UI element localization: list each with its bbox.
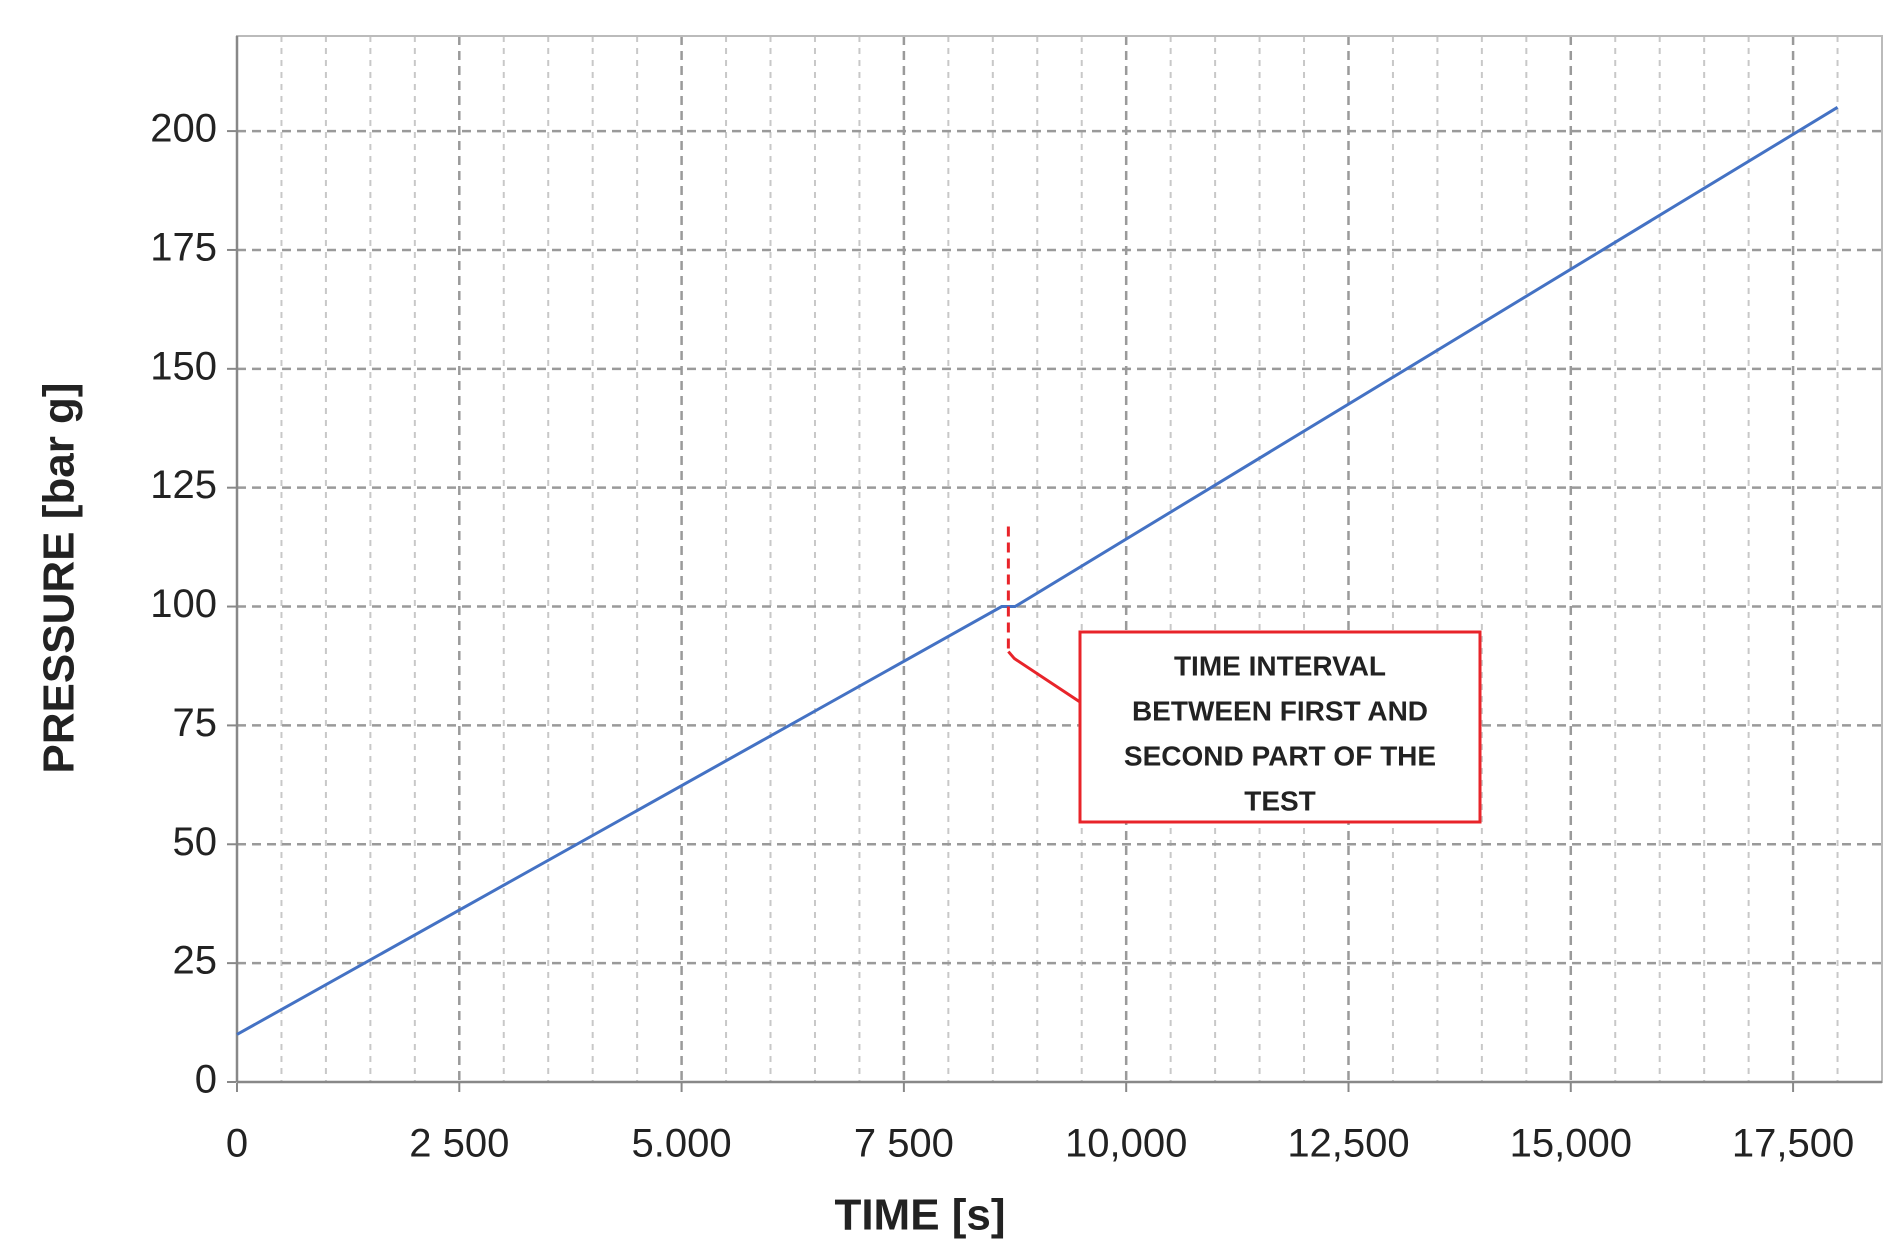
annotation-text: BETWEEN FIRST AND bbox=[1132, 695, 1428, 726]
x-tick-label: 12,500 bbox=[1287, 1122, 1409, 1166]
y-tick-label: 200 bbox=[150, 107, 217, 151]
y-axis-title: PRESSURE [bar g] bbox=[35, 382, 84, 773]
y-tick-label: 125 bbox=[150, 463, 217, 507]
annotation-text: TIME INTERVAL bbox=[1174, 650, 1386, 681]
plot-frame bbox=[236, 35, 1883, 1083]
annotation-connector bbox=[1007, 650, 1081, 704]
y-tick-label: 175 bbox=[150, 226, 217, 270]
y-tick-label: 150 bbox=[150, 344, 217, 388]
x-tick-label: 15,000 bbox=[1510, 1122, 1632, 1166]
x-axis-title: TIME [s] bbox=[834, 1191, 1005, 1240]
y-tick-label: 0 bbox=[195, 1058, 217, 1102]
x-tick-label: 17,500 bbox=[1732, 1122, 1854, 1166]
y-tick-label: 100 bbox=[150, 582, 217, 626]
x-tick-label: 7 500 bbox=[854, 1122, 954, 1166]
data-line bbox=[236, 106, 1839, 1036]
annotation-text: TEST bbox=[1244, 785, 1316, 816]
annotation-text: SECOND PART OF THE bbox=[1124, 740, 1436, 771]
y-tick-label: 50 bbox=[173, 820, 218, 864]
y-tick-label: 75 bbox=[173, 701, 218, 745]
annotation-box bbox=[1078, 630, 1482, 824]
x-tick-label: 5.000 bbox=[632, 1122, 732, 1166]
x-tick-label: 2 500 bbox=[409, 1122, 509, 1166]
y-tick-label: 25 bbox=[173, 939, 218, 983]
x-tick-label: 10,000 bbox=[1065, 1122, 1187, 1166]
x-tick-label: 0 bbox=[226, 1122, 248, 1166]
